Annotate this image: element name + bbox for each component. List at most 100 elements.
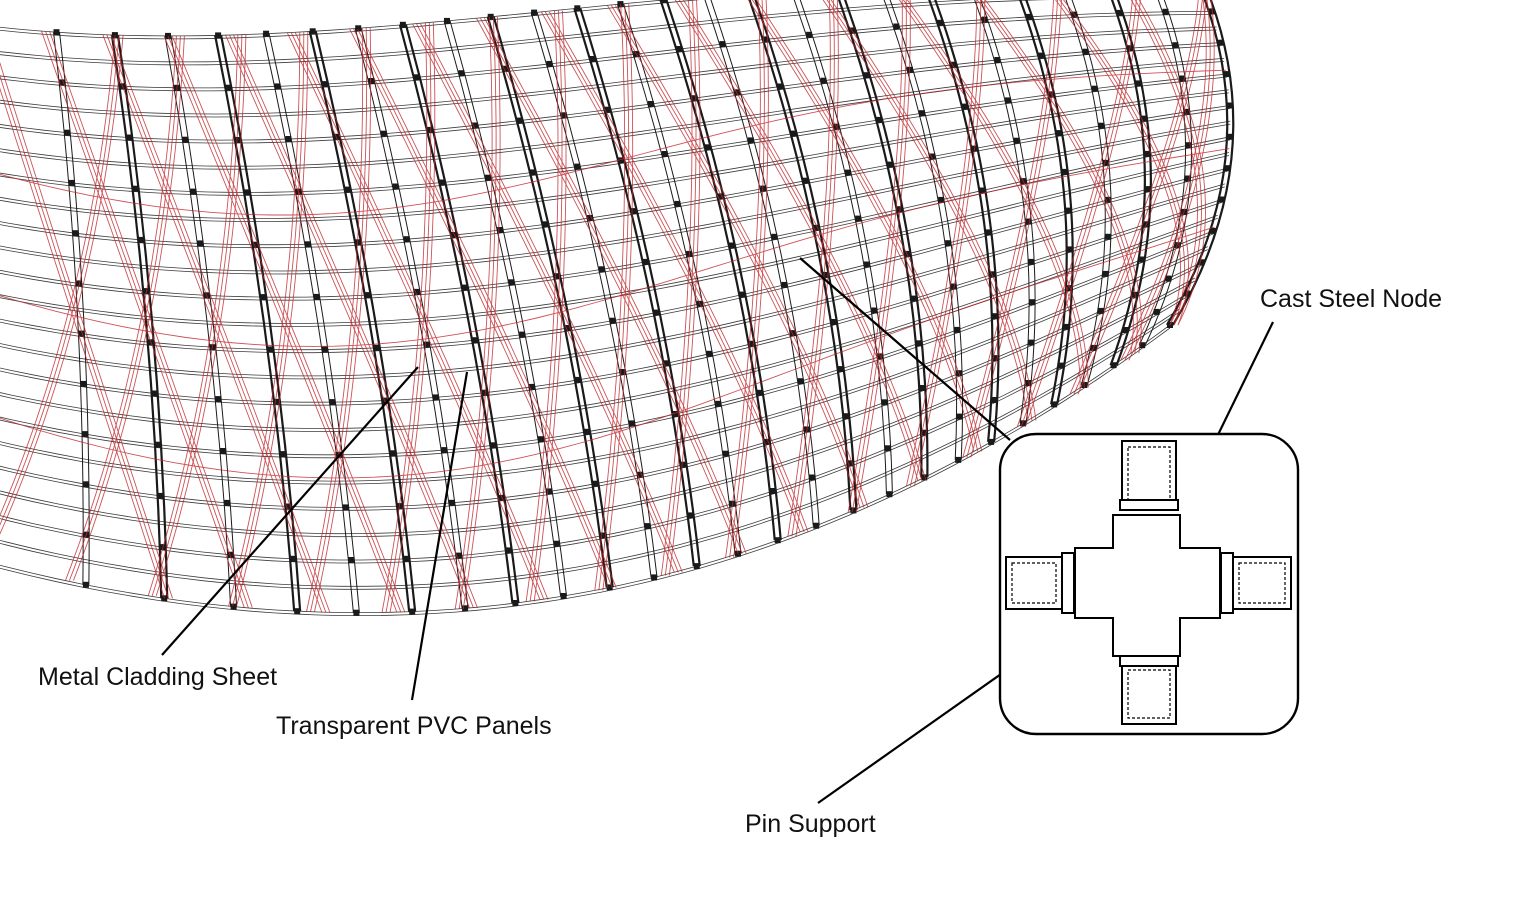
longitudinal-member (0, 73, 1227, 193)
truss-node (1104, 233, 1111, 240)
truss-node (653, 309, 660, 316)
leader-metal-cladding (161, 366, 419, 656)
truss-node (451, 232, 457, 238)
truss-node (921, 429, 928, 436)
truss-node (322, 81, 329, 88)
rib-truss (1065, 0, 1106, 386)
longitudinal-member (0, 58, 1225, 167)
truss-node (843, 413, 850, 420)
truss-node (546, 488, 553, 495)
truss-node (637, 471, 644, 478)
truss-node (227, 551, 234, 558)
longitudinal-member (0, 296, 1188, 564)
longitudinal-member (0, 45, 1221, 144)
label-cast-steel-node: Cast Steel Node (1260, 285, 1443, 313)
truss-node (672, 411, 679, 417)
truss-node (1025, 218, 1032, 225)
truss-node (309, 28, 316, 35)
truss-node (1005, 97, 1011, 104)
rib-truss (799, 0, 893, 495)
panel-edge (225, 35, 470, 609)
longitudinal-member (0, 105, 1230, 246)
truss-node (820, 77, 827, 84)
truss-node (472, 122, 479, 129)
label-metal-cladding-sheet: Metal Cladding Sheet (38, 663, 278, 691)
rib-truss (59, 32, 90, 585)
truss-node (252, 241, 259, 248)
truss-node (72, 230, 79, 237)
truss-node (1061, 168, 1068, 175)
panel-edge (45, 30, 249, 608)
longitudinal-member (0, 261, 1202, 508)
truss-node (988, 438, 995, 445)
panel-edge (976, 0, 1134, 354)
truss-node (1105, 196, 1112, 203)
rib-truss (398, 24, 514, 604)
truss-node (886, 491, 893, 498)
panel-edge (755, 0, 983, 452)
longitudinal-member (0, 186, 1225, 380)
truss-node (1098, 122, 1105, 129)
panel-edge (1130, 0, 1198, 326)
truss-node (1110, 362, 1117, 369)
truss-node (321, 346, 328, 353)
panel-edge (544, 11, 805, 533)
truss-node (881, 399, 888, 406)
truss-node (1091, 85, 1098, 92)
panel-edge (678, 0, 923, 481)
longitudinal-member (0, 108, 1230, 249)
truss-node (722, 450, 729, 457)
rib-truss (1025, 0, 1074, 405)
rib-truss (443, 20, 562, 597)
rib-truss (492, 16, 614, 588)
rib-truss (622, 3, 742, 554)
rib-truss (214, 35, 296, 612)
leader-detail-callout (799, 257, 1011, 441)
truss-node (651, 574, 658, 581)
truss-node (1122, 327, 1129, 333)
rib-truss (536, 12, 658, 578)
cast-steel-node-shape (1005, 440, 1292, 725)
truss-node (285, 136, 292, 142)
truss-node (762, 36, 769, 43)
truss-node (884, 445, 891, 452)
rib-truss (793, 0, 887, 495)
truss-node (1038, 52, 1045, 59)
panel-edge (747, 0, 975, 452)
truss-node (1116, 9, 1123, 16)
panel-edge (480, 17, 743, 554)
truss-node (734, 89, 741, 96)
panel-edge (49, 30, 253, 608)
truss-node (1028, 258, 1035, 265)
truss-node (274, 398, 281, 405)
truss-node (230, 603, 237, 610)
truss-node (985, 229, 992, 236)
truss-node (403, 555, 410, 562)
truss-node (644, 523, 651, 530)
panel-edge (540, 11, 801, 533)
truss-node (728, 242, 735, 249)
panel-edge (1055, 0, 1181, 326)
longitudinal-member (0, 230, 1214, 456)
truss-node (830, 319, 837, 325)
truss-node (676, 46, 683, 52)
truss-node (1227, 133, 1233, 140)
truss-node (75, 280, 82, 287)
panel-edge (420, 23, 683, 573)
truss-node (138, 236, 145, 243)
truss-node (735, 550, 741, 557)
truss-node (813, 224, 820, 231)
truss-node (462, 605, 469, 612)
truss-node (850, 507, 857, 514)
panel-edge (0, 74, 169, 599)
panel-edge (349, 28, 609, 588)
truss-node (1172, 42, 1179, 49)
truss-node (687, 512, 694, 519)
panel-edge (163, 35, 398, 613)
truss-node (485, 174, 491, 181)
node-detail-callout (998, 432, 1300, 736)
rib-truss (754, 0, 858, 511)
truss-node (674, 200, 681, 207)
truss-node (855, 215, 862, 222)
rib-truss (704, 0, 814, 526)
